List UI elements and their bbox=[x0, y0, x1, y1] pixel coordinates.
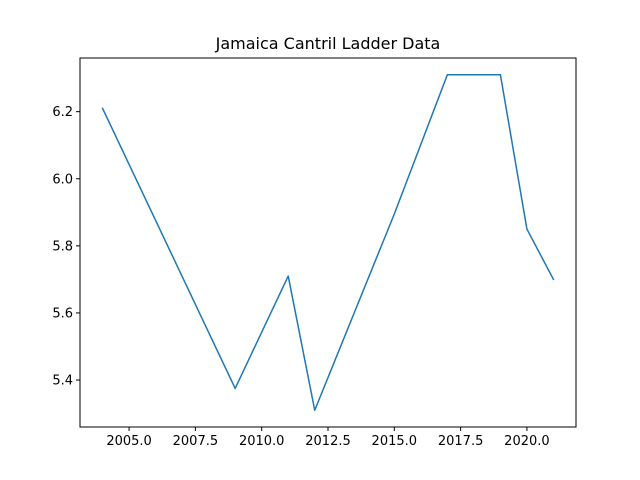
y-axis: 5.4 5.6 5.8 6.0 6.2 bbox=[52, 105, 80, 389]
y-tick-label: 5.8 bbox=[52, 239, 73, 254]
x-tick-label: 2020.0 bbox=[504, 434, 550, 449]
series-layer bbox=[101, 74, 555, 411]
x-tick-label: 2012.5 bbox=[305, 434, 351, 449]
plot-area bbox=[80, 58, 576, 427]
chart-title: Jamaica Cantril Ladder Data bbox=[215, 34, 441, 53]
x-tick-label: 2007.5 bbox=[173, 434, 219, 449]
x-tick-label: 2015.0 bbox=[372, 434, 418, 449]
y-tick-label: 5.4 bbox=[52, 374, 73, 389]
x-tick-label: 2010.0 bbox=[239, 434, 285, 449]
x-tick-label: 2017.5 bbox=[438, 434, 484, 449]
x-axis: 2005.0 2007.5 2010.0 2012.5 2015.0 2017.5 2020… bbox=[106, 427, 550, 449]
x-tick-label: 2005.0 bbox=[106, 434, 152, 449]
plot-frame bbox=[79, 57, 577, 428]
y-tick-label: 5.6 bbox=[52, 306, 73, 321]
series-line-0 bbox=[101, 74, 555, 411]
y-tick-label: 6.0 bbox=[52, 172, 73, 187]
y-tick-label: 6.2 bbox=[52, 105, 73, 120]
